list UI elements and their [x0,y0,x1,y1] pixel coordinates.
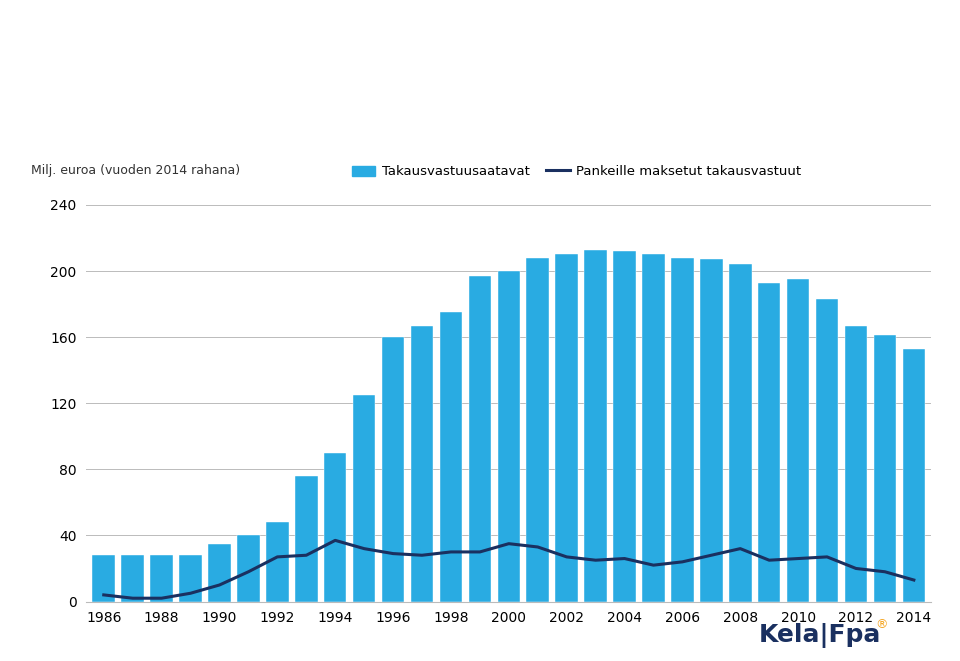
Bar [585,250,607,602]
Text: Opintolainojen takausvastuusaatavat ja takausvastuun: Opintolainojen takausvastuusaatavat ja t… [48,39,873,65]
Text: perusteella maksetut opintolainat 1986–2014: perusteella maksetut opintolainat 1986–2… [48,97,726,122]
Legend: Takausvastuusaatavat, Pankeille maksetut takausvastuut: Takausvastuusaatavat, Pankeille maksetut… [347,160,806,184]
Bar [237,535,260,602]
Bar [757,283,780,602]
Bar [526,258,549,602]
Bar [671,258,694,602]
Text: Kela|Fpa: Kela|Fpa [758,623,881,648]
Bar [902,349,925,602]
Bar [497,271,520,602]
Polygon shape [134,168,202,247]
Bar [729,264,752,602]
Bar [151,555,173,602]
Bar [180,555,202,602]
Bar [353,395,375,602]
Bar [92,555,115,602]
Bar [382,337,404,602]
Bar [642,254,664,602]
Bar [411,326,433,602]
Bar [787,279,809,602]
Bar [700,259,723,602]
Bar [208,543,230,602]
Bar [121,555,144,602]
Bar [845,326,867,602]
Bar [613,251,636,602]
Text: Milj. euroa (vuoden 2014 rahana): Milj. euroa (vuoden 2014 rahana) [32,164,241,177]
Bar [556,254,578,602]
Bar [440,312,462,602]
Text: ®: ® [876,618,888,631]
Bar [266,522,289,602]
Bar [816,299,838,602]
Bar [324,453,347,602]
Bar [874,336,897,602]
Bar [468,276,492,602]
Bar [295,476,318,602]
